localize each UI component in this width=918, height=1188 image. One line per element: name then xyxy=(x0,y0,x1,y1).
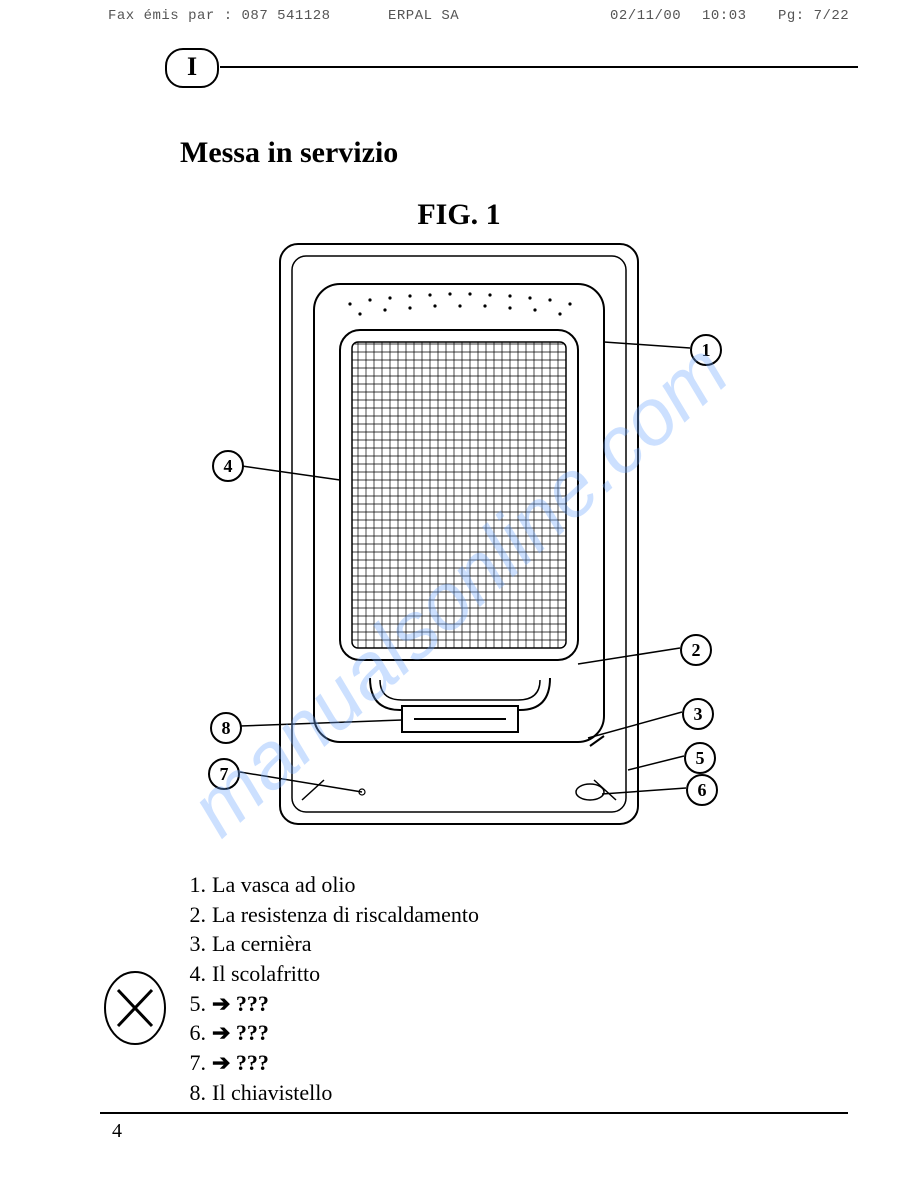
legend-item: 5.➔ ??? xyxy=(180,989,479,1019)
fax-page: Pg: 7/22 xyxy=(778,8,849,24)
callout-7: 7 xyxy=(208,758,240,790)
callout-8: 8 xyxy=(210,712,242,744)
legend-item: 4.Il scolafritto xyxy=(180,959,479,989)
legend-list: 1.La vasca ad olio 2.La resistenza di ri… xyxy=(180,870,479,1108)
legend-item: 3.La cernièra xyxy=(180,929,479,959)
callout-6: 6 xyxy=(686,774,718,806)
callout-4: 4 xyxy=(212,450,244,482)
callout-5: 5 xyxy=(684,742,716,774)
annotation-x-icon xyxy=(100,968,170,1048)
section-title: Messa in servizio xyxy=(180,136,398,170)
fryer-diagram xyxy=(190,240,730,850)
footer-rule xyxy=(100,1112,848,1114)
fax-date: 02/11/00 xyxy=(610,8,681,24)
figure-1: 1 2 3 5 6 4 8 7 xyxy=(190,240,730,850)
header-rule xyxy=(220,66,858,68)
legend-item: 7.➔ ??? xyxy=(180,1048,479,1078)
legend-item: 1.La vasca ad olio xyxy=(180,870,479,900)
fax-time: 10:03 xyxy=(702,8,747,24)
legend-item: 8.Il chiavistello xyxy=(180,1078,479,1108)
language-badge: I xyxy=(165,48,219,88)
legend-item: 6.➔ ??? xyxy=(180,1018,479,1048)
callout-1: 1 xyxy=(690,334,722,366)
legend-item: 2.La resistenza di riscaldamento xyxy=(180,900,479,930)
page-number: 4 xyxy=(112,1120,122,1143)
callout-3: 3 xyxy=(682,698,714,730)
fax-company: ERPAL SA xyxy=(388,8,459,24)
figure-title: FIG. 1 xyxy=(0,198,918,232)
fax-sender: Fax émis par : 087 541128 xyxy=(108,8,331,24)
callout-2: 2 xyxy=(680,634,712,666)
